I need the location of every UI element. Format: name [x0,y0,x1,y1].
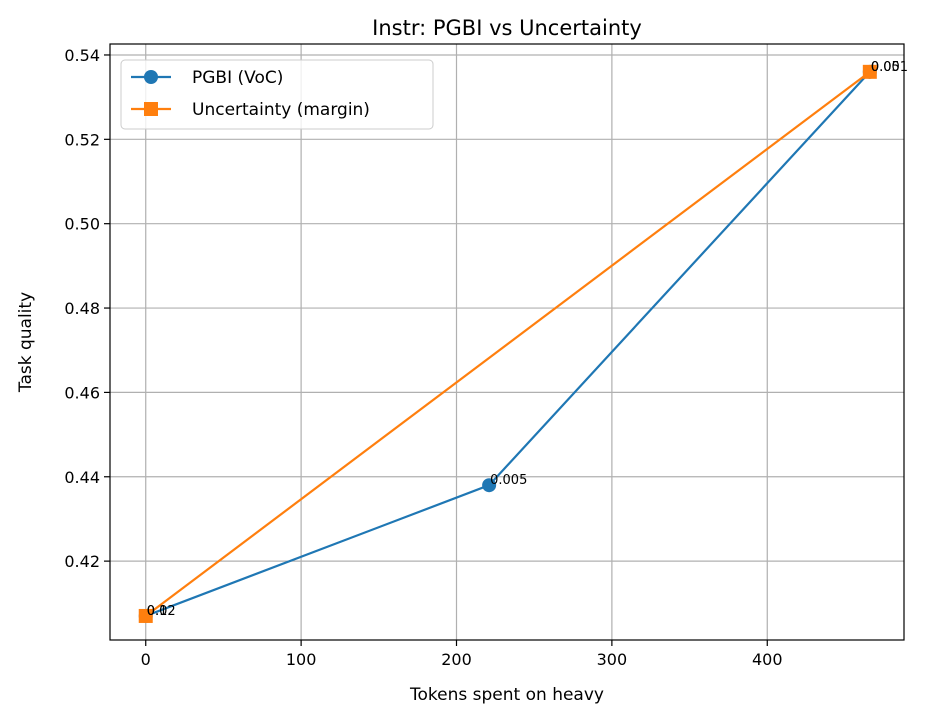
y-tick-label: 0.50 [64,215,100,234]
data-label: 0.05 [871,60,900,75]
data-point-circle [482,478,497,493]
data-label: 0.1 [147,604,168,619]
y-tick-label: 0.42 [64,552,100,571]
x-tick-label: 300 [597,650,628,669]
axis-ticks: 0 100 200 300 400 0.42 0.44 0.46 0.48 0.50 0.52 0.5… [64,46,782,669]
y-tick-label: 0.54 [64,46,100,65]
y-axis-label: Task quality [16,292,36,393]
data-label: 0.001 [871,60,908,75]
legend-marker-circle [144,70,158,84]
x-tick-label: 100 [286,650,317,669]
x-tick-label: 400 [752,650,783,669]
x-tick-label: 0 [141,650,151,669]
x-axis-label: Tokens spent on heavy [409,685,604,705]
legend-label: Uncertainty (margin) [192,100,370,120]
y-tick-label: 0.44 [64,468,100,487]
grid [110,44,904,640]
x-tick-label: 200 [441,650,472,669]
y-tick-label: 0.52 [64,130,100,149]
data-label: 0.005 [490,473,527,488]
data-point-square [862,64,877,79]
data-label: 0.02 [147,604,176,619]
annotations: 0.02 0.005 0.001 0.1 0.05 [147,60,908,619]
legend: PGBI (VoC) Uncertainty (margin) [120,59,434,130]
y-tick-label: 0.48 [64,299,100,318]
chart-title: Instr: PGBI vs Uncertainty [372,16,642,40]
plot-frame [109,43,905,641]
legend-marker-square [144,102,158,116]
data-point-square [138,608,153,623]
y-tick-label: 0.46 [64,383,100,402]
legend-label: PGBI (VoC) [192,68,283,88]
legend-box [120,59,434,130]
series-layer [138,64,877,623]
series-line-1 [145,70,871,617]
